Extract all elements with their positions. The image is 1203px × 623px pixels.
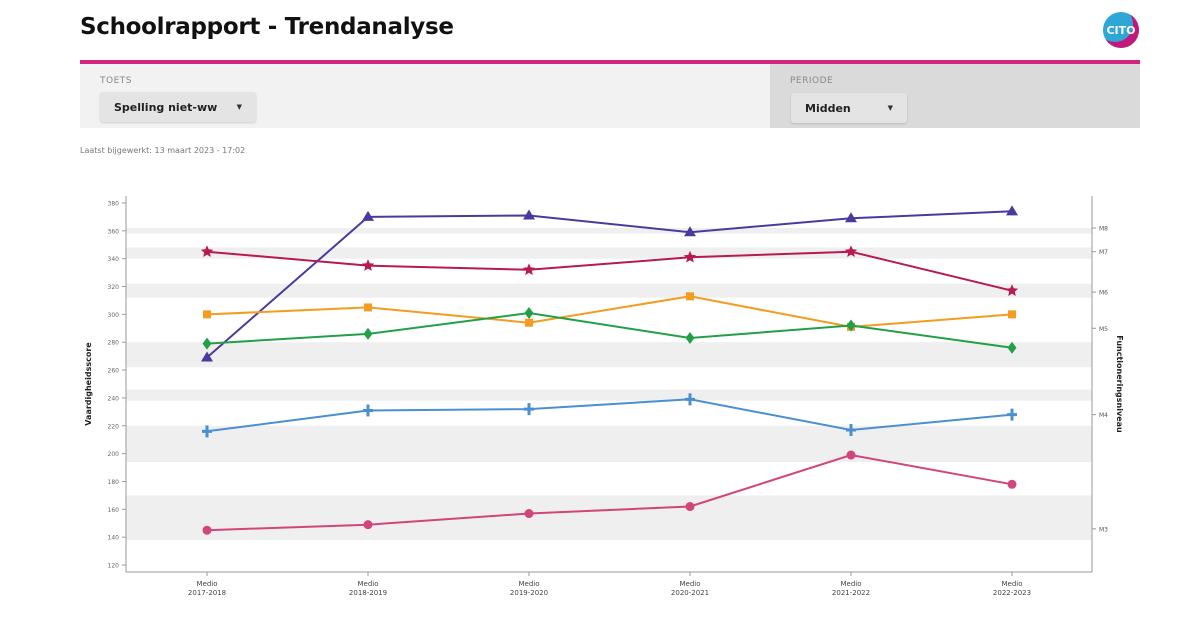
data-point-diamond (1007, 341, 1017, 354)
level-band (126, 389, 1092, 401)
series-line (206, 250, 1013, 292)
y2-tick-label: M8 (1099, 226, 1108, 233)
level-band (126, 283, 1092, 298)
y2-tick-label: M6 (1099, 290, 1108, 297)
header-divider (80, 60, 1140, 64)
series-line (206, 311, 1013, 349)
data-point-star (844, 245, 858, 257)
periode-select[interactable]: Midden ▼ (791, 93, 907, 123)
y2-tick-label: M3 (1099, 526, 1108, 533)
y2-tick-label: M4 (1099, 412, 1108, 419)
data-point-square (525, 318, 533, 327)
y-axis-label: Vaardigheidsscore (84, 342, 93, 426)
periode-label: PERIODE (790, 76, 834, 86)
data-point-star (361, 259, 375, 271)
data-point-star (522, 263, 536, 276)
data-point-plus (363, 404, 373, 417)
toets-label: TOETS (100, 76, 132, 86)
data-point-star (1005, 284, 1019, 296)
x-tick-label: Medio 2020-2021 (671, 580, 709, 597)
data-point-triangle (201, 351, 213, 362)
y-tick-label: 140 (108, 535, 120, 542)
data-point-triangle (845, 212, 857, 223)
series-line (206, 398, 1013, 433)
data-point-diamond (846, 319, 856, 332)
chevron-down-icon: ▼ (236, 103, 242, 111)
data-point-triangle (523, 209, 535, 220)
data-point-plus (1007, 408, 1017, 421)
x-tick-label: Medio 2018-2019 (349, 580, 387, 597)
data-point-circle (202, 525, 212, 535)
level-band (126, 425, 1092, 462)
level-band (126, 495, 1092, 540)
y-tick-label: 240 (108, 395, 120, 402)
y-tick-label: 300 (108, 312, 120, 319)
data-point-plus (846, 423, 856, 436)
data-point-square (203, 310, 211, 319)
data-point-star (200, 245, 214, 257)
data-point-triangle (1006, 205, 1018, 216)
x-tick-label: Medio 2017-2018 (188, 580, 226, 597)
data-point-circle (846, 450, 856, 460)
y-tick-label: 340 (108, 256, 120, 263)
x-tick-label: Medio 2019-2020 (510, 580, 548, 597)
chevron-down-icon: ▼ (887, 104, 893, 112)
level-band (126, 228, 1092, 234)
level-band (126, 247, 1092, 259)
data-point-circle (1007, 479, 1017, 489)
data-point-triangle (362, 210, 374, 221)
data-point-circle (685, 502, 695, 512)
y-tick-label: 280 (108, 340, 120, 347)
y-tick-label: 200 (108, 451, 120, 458)
data-point-diamond (363, 327, 373, 340)
y-tick-label: 180 (108, 479, 120, 486)
y-tick-label: 220 (108, 423, 120, 430)
y-tick-label: 380 (108, 200, 120, 207)
data-point-diamond (202, 337, 212, 350)
data-point-plus (202, 425, 212, 438)
y-tick-label: 320 (108, 284, 120, 291)
series-line (206, 210, 1013, 359)
data-point-diamond (524, 306, 534, 319)
periode-value: Midden (805, 101, 851, 115)
y-tick-label: 360 (108, 228, 120, 235)
logo-text: CITO (1106, 23, 1136, 37)
data-point-plus (524, 403, 534, 416)
toets-value: Spelling niet-ww (114, 100, 218, 114)
data-point-square (1008, 310, 1016, 319)
level-band (126, 342, 1092, 368)
toets-select[interactable]: Spelling niet-ww ▼ (100, 92, 256, 122)
data-point-star (683, 250, 697, 263)
data-point-circle (524, 509, 534, 519)
y2-axis-label: Functioneringsniveau (1115, 335, 1124, 433)
data-point-square (364, 303, 372, 312)
cito-logo-icon: CITO (1103, 12, 1139, 48)
data-point-circle (363, 520, 373, 530)
series-line (206, 453, 1013, 532)
page-title: Schoolrapport - Trendanalyse (80, 14, 454, 40)
data-point-diamond (685, 332, 695, 345)
y-tick-label: 260 (108, 368, 120, 375)
last-updated-text: Laatst bijgewerkt: 13 maart 2023 - 17:02 (80, 146, 246, 155)
y-tick-label: 160 (108, 507, 120, 514)
x-tick-label: Medio 2022-2023 (993, 580, 1031, 597)
series-line (206, 295, 1013, 328)
y2-tick-label: M5 (1099, 326, 1108, 333)
y-tick-label: 120 (108, 563, 120, 570)
data-point-plus (685, 393, 695, 406)
x-tick-label: Medio 2021-2022 (832, 580, 870, 597)
data-point-square (686, 292, 694, 301)
y2-tick-label: M7 (1099, 249, 1108, 256)
data-point-triangle (684, 226, 696, 237)
